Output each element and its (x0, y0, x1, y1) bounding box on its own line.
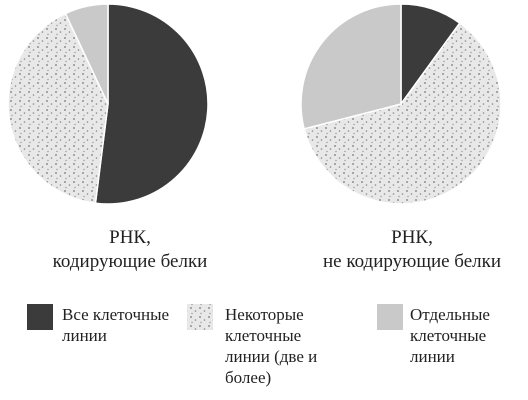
pie-slice (303, 22, 502, 205)
pie-slice (300, 3, 402, 130)
title-line: не кодирующие белки (322, 251, 502, 272)
title-line: РНК, (109, 227, 151, 248)
legend-swatch (377, 304, 403, 330)
title-line: кодирующие белки (52, 251, 208, 272)
legend-swatch (27, 304, 53, 330)
chart-title: РНК, не кодирующие белки (292, 226, 528, 274)
chart-title: РНК, кодирующие белки (10, 226, 250, 274)
legend-label: Все клеточные линии (62, 305, 170, 345)
legend-label: Некоторые клеточные линии (две и более) (225, 305, 318, 387)
pie-slice (7, 12, 109, 205)
title-line: РНК, (391, 227, 433, 248)
legend-swatch (187, 304, 213, 330)
pie-slice (64, 3, 109, 105)
pie-slice (94, 3, 209, 205)
legend-label: Отдельные клеточные линии (410, 305, 490, 366)
